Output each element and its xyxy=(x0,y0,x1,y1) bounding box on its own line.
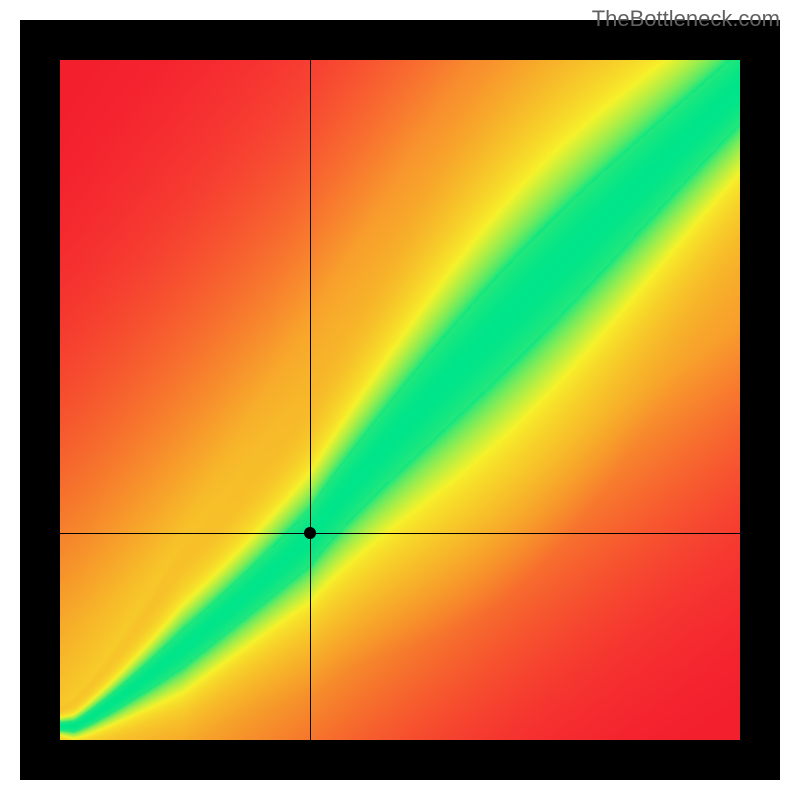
heatmap-canvas xyxy=(60,60,740,740)
marker-dot xyxy=(304,527,316,539)
plot-area xyxy=(60,60,740,740)
crosshair-horizontal xyxy=(60,533,740,534)
chart-frame xyxy=(20,20,780,780)
crosshair-vertical xyxy=(310,60,311,740)
chart-container: TheBottleneck.com xyxy=(0,0,800,800)
watermark-text: TheBottleneck.com xyxy=(592,6,780,32)
